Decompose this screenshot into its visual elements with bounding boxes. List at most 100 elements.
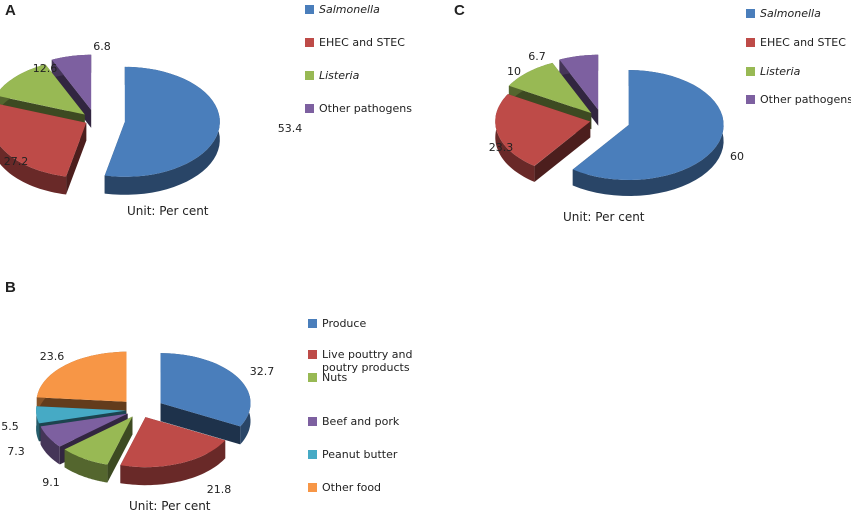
pie-slice: [508, 62, 592, 130]
legend-label: Other pathogens: [319, 102, 412, 115]
slice-top: [36, 351, 127, 402]
slice-side: [40, 426, 60, 465]
legend-label: Peanut butter: [322, 448, 398, 461]
data-label: 60: [730, 150, 744, 163]
legend-swatch: [308, 450, 317, 459]
legend-item: Nuts: [308, 371, 432, 384]
legend-label: Listeria: [760, 65, 801, 78]
legend-item: Live pouttry and poutry products: [308, 348, 432, 374]
legend-swatch: [746, 95, 755, 104]
panel-b-label: B: [5, 279, 16, 296]
legend-swatch: [308, 350, 317, 359]
pie-slice: [64, 416, 133, 483]
legend-label: Salmonella: [760, 7, 821, 20]
legend-item: Listeria: [746, 65, 800, 78]
legend-swatch: [305, 104, 314, 113]
legend-swatch: [746, 67, 755, 76]
legend-item: Other food: [308, 481, 432, 494]
slice-side: [64, 449, 108, 483]
legend-item: Other pathogens: [746, 93, 851, 106]
slice-top: [120, 417, 226, 468]
data-label: 32.7: [250, 365, 275, 378]
legend-swatch: [308, 319, 317, 328]
legend-label: Other pathogens: [760, 93, 851, 106]
slice-top: [104, 66, 220, 177]
legend-label: Salmonella: [319, 3, 380, 16]
pie-slice: [160, 353, 251, 445]
slice-top: [0, 64, 85, 115]
legend-swatch: [308, 417, 317, 426]
panel-c-label: C: [454, 2, 465, 19]
legend-item: Peanut butter: [308, 448, 432, 461]
slice-side: [36, 406, 39, 442]
pie-slice: [104, 66, 220, 195]
slice-top: [0, 104, 87, 177]
pie-c-slices: [495, 54, 724, 196]
pie-a-slices: [0, 54, 220, 195]
panel-b-unit: Unit: Per cent: [129, 499, 211, 513]
legend-swatch: [746, 9, 755, 18]
legend-swatch: [305, 5, 314, 14]
slice-top: [64, 416, 133, 465]
slice-side: [572, 70, 724, 196]
legend-swatch: [746, 38, 755, 47]
panel-a-unit: Unit: Per cent: [127, 204, 209, 218]
slice-top: [572, 70, 724, 180]
panel-a-label: A: [5, 2, 16, 19]
slice-top: [559, 54, 599, 110]
slice-top: [160, 353, 251, 427]
slice-top: [495, 94, 591, 166]
data-label: 23.6: [40, 350, 65, 363]
legend-item: Other pathogens: [305, 102, 412, 115]
data-label: 9.1: [42, 476, 60, 489]
legend-item: EHEC and STEC: [746, 36, 846, 49]
legend-swatch: [308, 483, 317, 492]
data-label: 10: [507, 65, 521, 78]
slice-wall: [160, 403, 241, 445]
slice-wall: [559, 59, 599, 126]
data-label: 7.3: [7, 445, 25, 458]
data-label: 27.2: [4, 155, 29, 168]
legend-item: EHEC and STEC: [305, 36, 405, 49]
data-label: 6.7: [528, 50, 546, 63]
pie-slice: [559, 54, 599, 126]
slice-side: [495, 94, 535, 182]
legend-swatch: [308, 373, 317, 382]
legend-label: Produce: [322, 317, 367, 330]
data-label: 23.3: [489, 141, 514, 154]
slice-top: [51, 54, 92, 110]
legend-item: Salmonella: [746, 7, 821, 20]
pie-b-slices: [36, 351, 251, 486]
data-label: 53.4: [278, 122, 303, 135]
legend-swatch: [305, 71, 314, 80]
pie-slice: [0, 104, 87, 195]
slice-wall: [534, 121, 591, 182]
legend-item: Salmonella: [305, 3, 380, 16]
slice-top: [36, 406, 127, 424]
legend-label: EHEC and STEC: [760, 36, 846, 49]
legend-label: Nuts: [322, 371, 348, 384]
slice-wall: [66, 122, 87, 195]
data-label: 6.8: [93, 40, 111, 53]
legend-label: Listeria: [319, 69, 360, 82]
panel-c-unit: Unit: Per cent: [563, 210, 645, 224]
slice-top: [508, 62, 592, 114]
data-label: 12.6: [33, 62, 58, 75]
legend-label: Beef and pork: [322, 415, 400, 428]
data-label: 21.8: [207, 483, 232, 496]
legend-item: Listeria: [305, 69, 359, 82]
data-label: 5.5: [1, 420, 19, 433]
pie-slice: [572, 70, 724, 196]
slice-side: [120, 440, 226, 486]
legend-label: Live pouttry and poutry products: [322, 348, 413, 374]
pie-slice: [120, 417, 226, 486]
legend-item: Beef and pork: [308, 415, 432, 428]
legend-label: Other food: [322, 481, 382, 494]
legend-label: EHEC and STEC: [319, 36, 405, 49]
slice-side: [0, 145, 67, 195]
pie-slice: [495, 94, 591, 182]
legend-swatch: [305, 38, 314, 47]
legend-item: Produce: [308, 317, 432, 330]
slice-top: [40, 413, 128, 447]
